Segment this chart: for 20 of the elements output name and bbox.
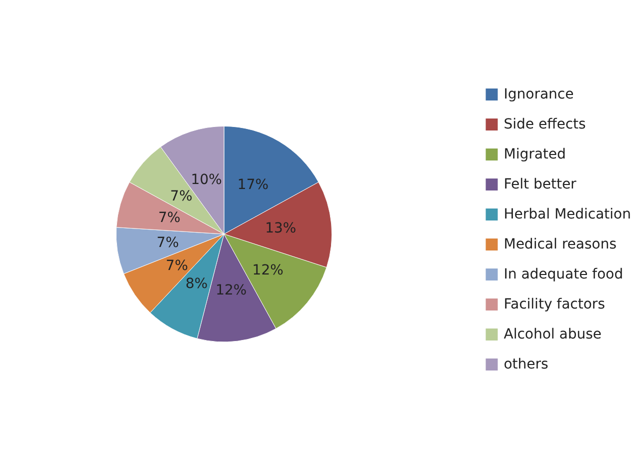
legend-label: others: [504, 356, 548, 372]
legend-label: Alcohol abuse: [504, 326, 602, 342]
data-label: 13%: [265, 220, 296, 237]
legend-label: Ignorance: [504, 86, 574, 102]
legend-label: Migrated: [504, 146, 566, 162]
data-label: 7%: [156, 234, 179, 251]
legend-label: Facility factors: [504, 296, 605, 312]
data-label: 17%: [237, 177, 269, 194]
legend-label: Herbal Medication: [504, 206, 631, 222]
data-label: 12%: [216, 282, 247, 299]
data-label: 7%: [158, 210, 180, 226]
data-label: 10%: [190, 172, 222, 188]
legend-label: Felt better: [504, 176, 577, 192]
data-label: 7%: [166, 258, 188, 274]
data-label: 7%: [170, 188, 192, 204]
legend-label: In adequate food: [504, 266, 624, 282]
data-label: 12%: [252, 262, 284, 278]
legend-label: Side effects: [504, 116, 586, 132]
data-label: 8%: [185, 276, 208, 292]
legend-label: Medical reasons: [504, 236, 616, 252]
